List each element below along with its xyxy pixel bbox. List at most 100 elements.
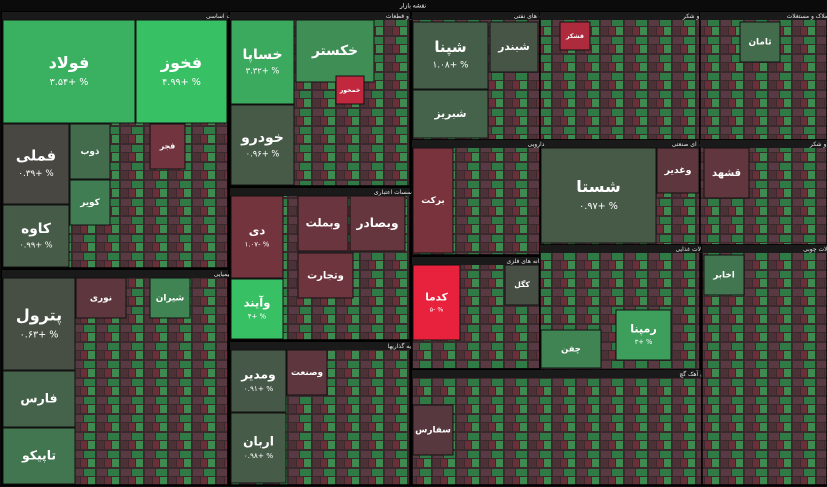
tile-name: وآیند — [244, 296, 271, 311]
tile-name: وغدیر — [664, 165, 692, 176]
sector-header — [230, 342, 410, 350]
tile-name: شپنا — [434, 38, 466, 56]
tile-name: خساپا — [242, 47, 282, 63]
sector-header — [540, 245, 700, 253]
sector-header — [2, 270, 228, 278]
tile-name: قشهد — [712, 168, 741, 179]
tile-name: کگل — [514, 280, 530, 289]
tile — [297, 195, 349, 252]
tile — [2, 427, 76, 485]
tile-value-label: ۴.۹۹+ % — [162, 77, 201, 88]
tile-value-label: ۰.۹۱+ % — [244, 384, 274, 393]
tile — [412, 147, 454, 254]
tile-name: سفارس — [415, 426, 451, 436]
sector-header — [230, 12, 410, 20]
tile-name: پترول — [16, 306, 62, 326]
tile — [739, 21, 781, 63]
tile — [149, 277, 191, 319]
tile-name: کویر — [79, 198, 100, 208]
sector-header — [2, 12, 228, 20]
tile — [412, 264, 461, 341]
tile-name: برکت — [421, 196, 444, 206]
tile — [75, 277, 127, 319]
tile-name: خودرو — [240, 130, 284, 146]
tile-value-label: ۵- % — [430, 306, 444, 313]
tile-name: اربان — [243, 434, 274, 448]
tile — [2, 123, 70, 205]
sector-title: بانکها و موسسات اعتباری — [374, 189, 438, 196]
tile — [230, 104, 295, 186]
tile-name: فملی — [16, 148, 56, 165]
tile-name: اخابر — [712, 271, 735, 281]
tile-value-label: ۱.۰۸+ % — [432, 61, 468, 71]
tile — [69, 179, 111, 226]
sector — [411, 369, 703, 486]
tile-name: شبریز — [433, 107, 466, 120]
tile-value-label: ۰.۳۹+ % — [18, 169, 54, 179]
tile — [297, 252, 354, 299]
tile — [230, 412, 287, 484]
tile-value-label: ۴+ % — [248, 313, 267, 321]
sector-title: شیمیایی — [214, 271, 235, 278]
tile — [504, 264, 540, 306]
tile — [656, 147, 700, 194]
tile-name: قشکر — [565, 33, 584, 40]
tile — [703, 147, 750, 199]
tile-value-label: ۳+ % — [635, 338, 653, 346]
tile — [2, 370, 76, 428]
tile-name: فخوز — [160, 53, 202, 72]
chart-title: نقشه بازار — [399, 3, 426, 10]
tile — [335, 75, 365, 105]
tile — [540, 329, 602, 369]
tile-name: ومدیر — [240, 367, 275, 381]
sector-title: خودرو و قطعات — [386, 13, 426, 20]
sector-header — [412, 12, 540, 20]
sector-title: قند و شکر — [682, 13, 709, 20]
tile-value-label: ۰.۹۶+ % — [246, 149, 280, 159]
tile — [540, 147, 657, 244]
sector-header — [412, 257, 540, 265]
tile — [230, 19, 295, 105]
tile-value-label: ۱.۰۷- % — [245, 241, 270, 249]
tile — [69, 123, 111, 180]
tile — [295, 19, 375, 83]
sector-header — [702, 245, 827, 253]
tile — [489, 21, 539, 73]
tile-name: کدما — [425, 291, 448, 303]
tile — [149, 123, 186, 170]
tile — [2, 204, 70, 268]
tile-name: فولاد — [49, 53, 90, 72]
tile-value-label: ۳.۳۲+ % — [246, 66, 280, 76]
tile-name: چفن — [561, 344, 581, 355]
sector-title: انبوه سازی املاک و مستغلات — [787, 12, 827, 20]
tile — [230, 195, 284, 279]
tile-value-label: ۰.۹۹+ % — [19, 239, 52, 249]
tile-name: شیران — [156, 294, 185, 304]
tile-name: شبندر — [497, 40, 529, 53]
sector-title: محصولات چوبی — [803, 246, 827, 253]
tile-name: وتجارت — [307, 271, 344, 282]
sector-title: استخراج کانه های فلزی — [506, 258, 565, 265]
tile-name: ثامان — [748, 38, 771, 48]
tile-name: نوری — [90, 294, 112, 304]
sector-header — [700, 140, 827, 148]
tile — [559, 21, 591, 51]
tile — [615, 309, 672, 361]
tile-name: وصنعت — [291, 368, 323, 378]
tile-name: فجر — [159, 142, 176, 151]
tile-name: تاپیکو — [21, 448, 56, 463]
sector-header — [540, 140, 700, 148]
tile-name: فارس — [20, 391, 57, 406]
sector-title: فلزات اساسی — [206, 13, 242, 20]
sector-header — [540, 12, 700, 20]
tile-name: وبملت — [306, 217, 341, 230]
tile — [230, 278, 284, 340]
tile-value-label: ۳.۵۴+ % — [50, 77, 89, 88]
sector-header — [412, 140, 540, 148]
sector-title: سرمایه گذاریها — [387, 342, 424, 350]
sector-title: محصولات غذایی — [676, 246, 717, 253]
tile — [286, 349, 328, 396]
tile-name: رمپنا — [630, 322, 657, 335]
sector-title: دارویی — [528, 141, 545, 148]
